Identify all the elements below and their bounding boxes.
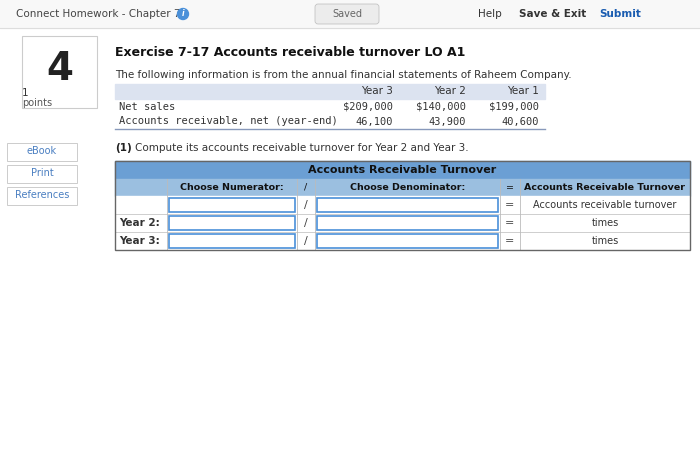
Bar	[115, 232, 690, 250]
Text: $140,000: $140,000	[416, 101, 466, 111]
Text: Submit: Submit	[599, 9, 641, 19]
Text: /: /	[304, 218, 308, 228]
FancyBboxPatch shape	[7, 187, 77, 205]
Text: Saved: Saved	[332, 9, 362, 19]
Text: Compute its accounts receivable turnover for Year 2 and Year 3.: Compute its accounts receivable turnover…	[135, 143, 468, 153]
Bar	[317, 234, 498, 248]
Text: eBook: eBook	[27, 146, 57, 156]
Text: (1): (1)	[115, 143, 132, 153]
Text: 46,100: 46,100	[356, 116, 393, 126]
Text: =: =	[506, 183, 514, 192]
Text: Year 2:: Year 2:	[119, 218, 160, 228]
Bar	[169, 234, 295, 248]
Text: Exercise 7-17 Accounts receivable turnover LO A1: Exercise 7-17 Accounts receivable turnov…	[115, 46, 466, 59]
Text: References: References	[15, 190, 69, 200]
Bar	[0, 0, 700, 28]
Text: Accounts Receivable Turnover: Accounts Receivable Turnover	[309, 165, 496, 175]
Bar	[317, 198, 498, 212]
Text: Accounts receivable, net (year-end): Accounts receivable, net (year-end)	[119, 116, 337, 126]
FancyBboxPatch shape	[315, 4, 379, 24]
Text: $199,000: $199,000	[489, 101, 539, 111]
Text: Choose Numerator:: Choose Numerator:	[180, 183, 284, 192]
Text: /: /	[304, 200, 308, 210]
Text: /: /	[304, 236, 308, 246]
Bar	[115, 161, 690, 250]
Text: $209,000: $209,000	[343, 101, 393, 111]
FancyBboxPatch shape	[22, 36, 97, 108]
Text: Year 2: Year 2	[434, 86, 466, 96]
Text: 40,600: 40,600	[501, 116, 539, 126]
Text: Help: Help	[478, 9, 502, 19]
FancyBboxPatch shape	[7, 165, 77, 183]
Text: The following information is from the annual financial statements of Raheem Comp: The following information is from the an…	[115, 70, 572, 80]
Text: =: =	[505, 218, 514, 228]
Bar	[115, 179, 690, 196]
Text: times: times	[592, 236, 619, 246]
Text: 4: 4	[46, 50, 73, 88]
Text: Year 3:: Year 3:	[119, 236, 160, 246]
Text: 43,900: 43,900	[428, 116, 466, 126]
Text: times: times	[592, 218, 619, 228]
Text: Year 1: Year 1	[507, 86, 539, 96]
Text: Connect Homework - Chapter 7: Connect Homework - Chapter 7	[16, 9, 181, 19]
Text: Save & Exit: Save & Exit	[519, 9, 587, 19]
Text: Accounts Receivable Turnover: Accounts Receivable Turnover	[524, 183, 685, 192]
Text: Print: Print	[31, 168, 53, 178]
Bar	[169, 198, 295, 212]
Text: Year 3: Year 3	[361, 86, 393, 96]
FancyBboxPatch shape	[7, 143, 77, 161]
Text: points: points	[22, 98, 52, 108]
Text: Accounts receivable turnover: Accounts receivable turnover	[533, 200, 677, 210]
Text: =: =	[505, 236, 514, 246]
Text: Net sales: Net sales	[119, 101, 175, 111]
Circle shape	[178, 9, 188, 20]
Text: 1: 1	[22, 88, 29, 98]
Bar	[115, 84, 545, 99]
Bar	[115, 196, 690, 214]
Bar	[317, 216, 498, 230]
Text: Choose Denominator:: Choose Denominator:	[350, 183, 465, 192]
Text: /: /	[304, 183, 307, 192]
Bar	[169, 216, 295, 230]
Text: =: =	[505, 200, 514, 210]
Bar	[115, 214, 690, 232]
Bar	[115, 161, 690, 179]
Text: i: i	[182, 10, 184, 19]
